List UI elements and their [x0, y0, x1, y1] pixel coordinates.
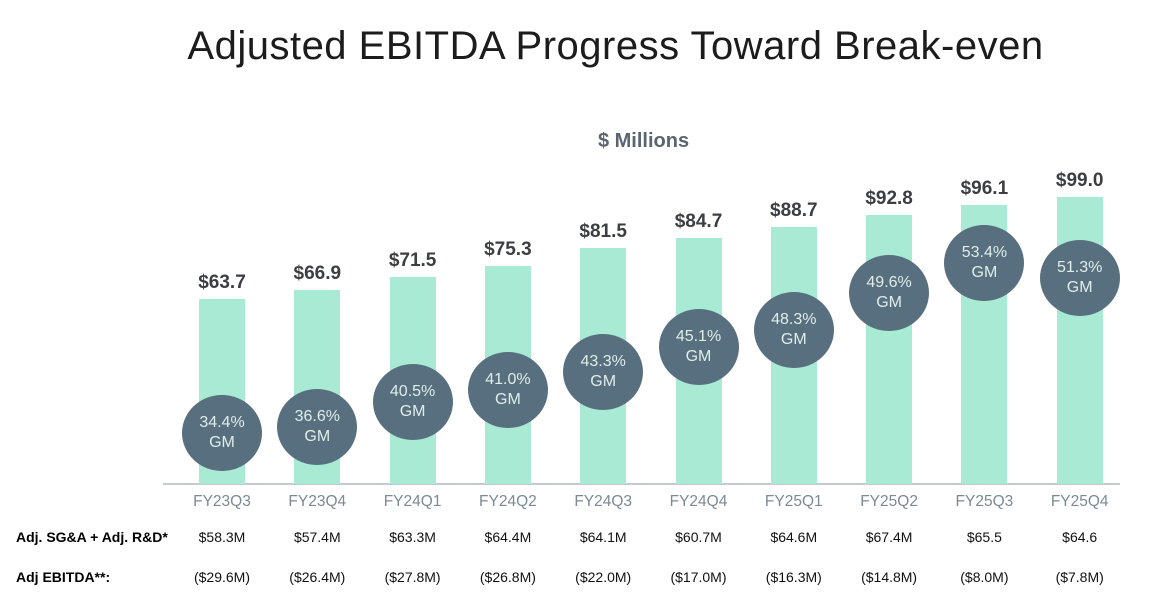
gm-percent-label: 48.3%	[771, 311, 817, 328]
table-cell: $67.4M	[865, 529, 913, 545]
bar-value-label: $96.1	[960, 178, 1009, 199]
table-cell: ($14.8M)	[861, 569, 918, 585]
gross-margin-badge: 48.3% GM	[753, 292, 834, 368]
gm-suffix-label: GM	[876, 294, 902, 311]
table-cell: ($27.8M)	[384, 569, 441, 585]
x-axis-label-FY23Q4: FY23Q4	[288, 493, 347, 510]
gm-suffix-label: GM	[780, 331, 807, 348]
table-cell: ($8.0M)	[960, 569, 1009, 585]
x-axis-line	[163, 483, 1120, 485]
bar-value-label: $84.7	[674, 211, 723, 232]
bar-value-label: $66.9	[293, 263, 342, 284]
gm-percent-label: 36.6%	[294, 408, 340, 425]
table-cell: ($17.0M)	[670, 569, 727, 585]
gm-suffix-label: GM	[304, 428, 331, 445]
gross-margin-badge: 36.6% GM	[277, 389, 358, 465]
table-cell: $57.4M	[293, 529, 341, 545]
gross-margin-badge: 41.0% GM	[467, 352, 548, 428]
table-cell: $64.6	[1062, 529, 1098, 545]
gm-suffix-label: GM	[1066, 279, 1093, 296]
gm-percent-label: 40.5%	[389, 383, 436, 400]
gm-suffix-label: GM	[685, 348, 712, 365]
table-row-label: Adj. SG&A + Adj. R&D*	[16, 529, 168, 545]
table-cell: ($22.0M)	[575, 569, 632, 585]
chart-units-label: $ Millions	[597, 130, 690, 152]
gm-percent-label: 51.3%	[1057, 259, 1103, 276]
table-cell: $58.3M	[198, 529, 246, 545]
x-axis-label-FY24Q1: FY24Q1	[383, 493, 442, 510]
table-cell: ($7.8M)	[1055, 569, 1104, 585]
table-cell: ($16.3M)	[765, 569, 822, 585]
x-axis-label-FY25Q3: FY25Q3	[955, 493, 1014, 510]
bar-value-label: $92.8	[865, 188, 913, 209]
x-axis-label-FY25Q2: FY25Q2	[860, 493, 918, 510]
x-axis-label-FY24Q4: FY24Q4	[669, 493, 728, 510]
x-axis-label-FY25Q1: FY25Q1	[764, 493, 823, 510]
bar-value-label: $71.5	[388, 250, 437, 271]
table-cell: ($26.4M)	[289, 569, 346, 585]
gross-margin-badge: 45.1% GM	[658, 309, 739, 385]
table-cell: $63.3M	[389, 529, 436, 545]
gross-margin-badge: 43.3% GM	[563, 334, 644, 410]
gm-percent-label: 43.3%	[580, 353, 626, 370]
table-cell: $60.7M	[675, 529, 722, 545]
gm-percent-label: 34.4%	[199, 414, 245, 431]
x-axis-label-FY25Q4: FY25Q4	[1050, 493, 1109, 510]
table-cell: ($29.6M)	[193, 569, 251, 585]
table-cell: $64.4M	[484, 529, 532, 545]
bar-value-label: $63.7	[198, 272, 246, 293]
chart-title: Adjusted EBITDA Progress Toward Break-ev…	[187, 24, 1044, 68]
gm-suffix-label: GM	[971, 264, 998, 281]
table-cell: $64.6M	[770, 529, 818, 545]
gross-margin-badge: 49.6% GM	[849, 255, 930, 331]
gm-suffix-label: GM	[590, 373, 617, 390]
gross-margin-badge: 53.4% GM	[944, 225, 1025, 301]
gm-suffix-label: GM	[495, 391, 521, 408]
bar-value-label: $99.0	[1055, 170, 1104, 191]
table-cell: $65.5	[966, 529, 1002, 545]
gm-percent-label: 45.1%	[675, 328, 722, 345]
table-row-label: Adj EBITDA**:	[16, 569, 111, 585]
x-axis-label-FY24Q3: FY24Q3	[574, 493, 633, 510]
table-cell: $64.1M	[579, 529, 627, 545]
gm-percent-label: 41.0%	[485, 371, 531, 388]
gross-margin-badge: 40.5% GM	[372, 364, 453, 440]
gm-suffix-label: GM	[209, 434, 235, 451]
bar-value-label: $75.3	[484, 239, 532, 260]
x-axis-label-FY23Q3: FY23Q3	[193, 493, 251, 510]
gm-suffix-label: GM	[399, 403, 426, 420]
gross-margin-badge: 34.4% GM	[182, 395, 262, 471]
x-axis-label-FY24Q2: FY24Q2	[479, 493, 537, 510]
gm-percent-label: 49.6%	[866, 274, 912, 291]
bar-value-label: $88.7	[770, 200, 818, 221]
bar-value-label: $81.5	[579, 221, 627, 242]
table-cell: ($26.8M)	[479, 569, 536, 585]
gm-percent-label: 53.4%	[961, 244, 1008, 261]
gross-margin-badge: 51.3% GM	[1039, 240, 1120, 316]
